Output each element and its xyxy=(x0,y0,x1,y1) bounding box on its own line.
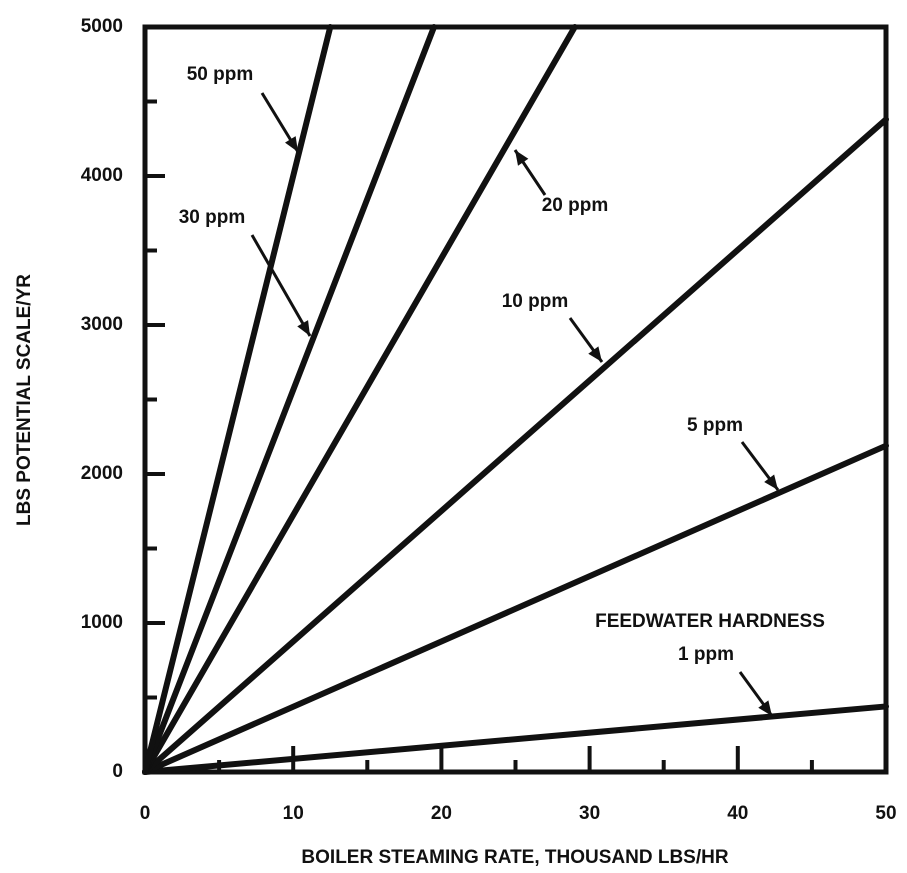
series-label: 30 ppm xyxy=(179,207,246,228)
y-axis-label: LBS POTENTIAL SCALE/YR xyxy=(14,274,35,526)
x-tick-label: 30 xyxy=(579,803,600,824)
series-line xyxy=(142,442,889,775)
x-tick-label: 20 xyxy=(431,803,452,824)
x-tick-label: 0 xyxy=(140,803,151,824)
arrow-head xyxy=(764,474,778,490)
arrow-head xyxy=(285,136,298,152)
series-label: 50 ppm xyxy=(187,64,254,85)
annotation: FEEDWATER HARDNESS xyxy=(595,611,825,632)
series-line xyxy=(142,24,437,775)
series-label: 10 ppm xyxy=(502,291,569,312)
x-axis-label: BOILER STEAMING RATE, THOUSAND LBS/HR xyxy=(301,847,728,868)
series-line xyxy=(142,24,578,775)
y-tick-label: 4000 xyxy=(81,165,123,186)
y-tick-label: 2000 xyxy=(81,463,123,484)
arrow-head xyxy=(588,346,602,362)
arrow-head xyxy=(297,320,310,336)
x-tick-label: 10 xyxy=(283,803,304,824)
arrow-shaft xyxy=(250,234,312,337)
x-tick-label: 50 xyxy=(875,803,896,824)
series-line xyxy=(142,703,889,775)
plot-frame xyxy=(142,24,889,775)
series-line xyxy=(142,24,334,775)
series-line xyxy=(142,116,889,775)
series-label: 5 ppm xyxy=(687,415,743,436)
series-label: 20 ppm xyxy=(542,195,609,216)
y-tick-label: 0 xyxy=(112,761,123,782)
y-tick-label: 1000 xyxy=(81,612,123,633)
y-tick-label: 3000 xyxy=(81,314,123,335)
y-tick-label: 5000 xyxy=(81,16,123,37)
series-label: 1 ppm xyxy=(678,644,734,665)
arrow-head xyxy=(758,700,772,716)
x-tick-label: 40 xyxy=(727,803,748,824)
arrow-head xyxy=(515,150,529,166)
